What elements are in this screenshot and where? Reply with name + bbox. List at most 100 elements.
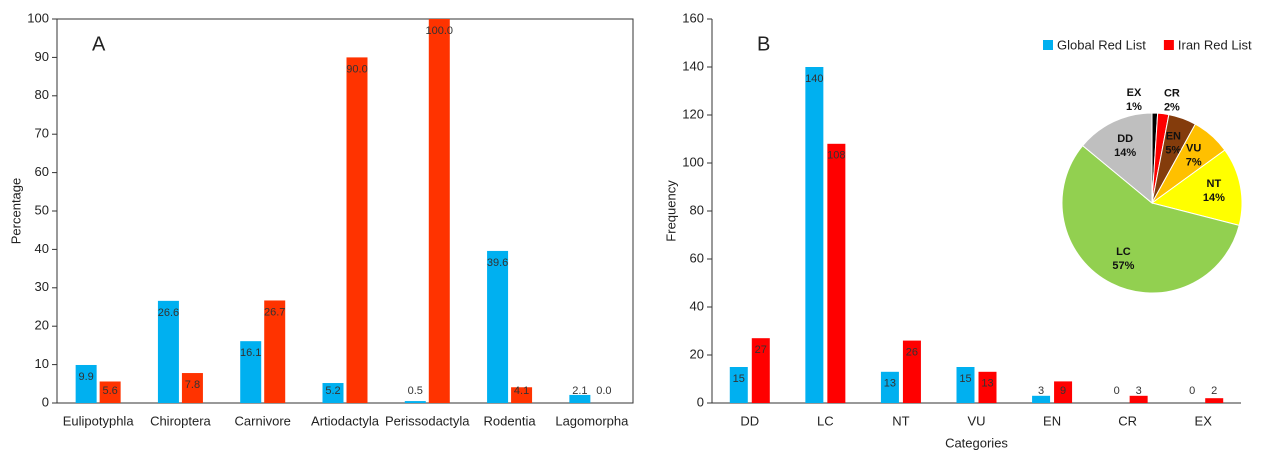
x-tick-label: EX <box>1195 413 1213 428</box>
value-label: 2 <box>1211 385 1217 397</box>
value-label: 140 <box>805 73 823 85</box>
value-label: 39.6 <box>487 257 508 269</box>
y-tick-label: 10 <box>35 356 49 371</box>
pie-value: 7% <box>1186 157 1202 169</box>
plot-frame <box>56 18 634 404</box>
x-tick-label: LC <box>817 413 834 428</box>
bar <box>322 383 344 403</box>
y-tick-label: 160 <box>682 10 704 25</box>
legend-swatch <box>1163 40 1174 50</box>
pie-value: 2% <box>1164 101 1180 113</box>
bar <box>346 57 368 404</box>
y-tick-label: 70 <box>35 126 49 141</box>
y-tick-label: 20 <box>690 346 704 361</box>
value-label: 2.1 <box>572 385 587 397</box>
pie-value: 14% <box>1203 192 1225 204</box>
panel-label: B <box>757 33 770 55</box>
value-label: 26.7 <box>264 306 285 318</box>
bar <box>264 300 286 403</box>
pie-label: EN 5% <box>1165 131 1181 157</box>
value-label: 3 <box>1038 385 1044 397</box>
bar <box>956 367 975 403</box>
y-tick-label: 60 <box>690 250 704 265</box>
x-tick-label: CR <box>1118 413 1137 428</box>
value-label: 15 <box>959 373 971 385</box>
bar <box>902 340 921 403</box>
value-label: 7.8 <box>185 379 200 391</box>
x-tick-label: NT <box>892 413 909 428</box>
value-label: 0.0 <box>596 385 611 397</box>
value-label: 15 <box>733 373 745 385</box>
bar <box>240 341 262 403</box>
value-label: 0 <box>1189 385 1195 397</box>
value-label: 5.2 <box>325 385 340 397</box>
pie-category: CR <box>1164 87 1180 99</box>
y-tick-label: 0 <box>42 394 49 409</box>
y-tick-label: 100 <box>27 10 49 25</box>
pie-category: DD <box>1117 133 1133 145</box>
y-tick-label: 140 <box>682 58 704 73</box>
pie-value: 5% <box>1165 145 1181 157</box>
y-axis-label: Frequency <box>663 180 678 242</box>
bar <box>75 364 97 403</box>
bar <box>511 387 533 403</box>
bar <box>1205 398 1224 403</box>
x-tick-label: Lagomorpha <box>555 413 629 428</box>
y-tick-label: 100 <box>682 154 704 169</box>
value-label: 4.1 <box>514 385 529 397</box>
y-tick-label: 20 <box>35 318 49 333</box>
pie-category: LC <box>1116 246 1131 258</box>
pie-label: LC 57% <box>1112 246 1134 272</box>
pie-category: VU <box>1186 143 1201 155</box>
value-label: 9 <box>1060 385 1066 397</box>
pie-label: VU 7% <box>1186 143 1202 169</box>
bar <box>729 367 748 403</box>
x-tick-label: Artiodactyla <box>311 413 380 428</box>
x-tick-label: Perissodactyla <box>385 413 470 428</box>
value-label: 26 <box>906 347 918 359</box>
bar <box>1054 381 1073 403</box>
pie-label: NT 14% <box>1203 178 1225 204</box>
y-tick-label: 120 <box>682 106 704 121</box>
pie-category: EN <box>1166 131 1181 143</box>
x-tick-label: DD <box>740 413 759 428</box>
pie-value: 14% <box>1114 147 1136 159</box>
bar <box>978 371 997 403</box>
x-tick-label: EN <box>1043 413 1061 428</box>
y-tick-label: 0 <box>697 394 704 409</box>
y-axis-label: Percentage <box>8 178 23 245</box>
pie-slice <box>1150 149 1243 226</box>
value-label: 0.5 <box>408 385 423 397</box>
value-label: 13 <box>884 378 896 390</box>
y-tick-label: 40 <box>690 298 704 313</box>
pie-label: CR 2% <box>1164 87 1180 113</box>
x-tick-label: Chiroptera <box>150 413 211 428</box>
value-label: 100.0 <box>426 25 454 37</box>
bar <box>428 19 450 403</box>
value-label: 13 <box>981 378 993 390</box>
pie-category: EX <box>1127 87 1142 99</box>
bar <box>487 250 509 403</box>
bar <box>751 338 770 403</box>
bar <box>1129 395 1148 403</box>
value-label: 90.0 <box>346 63 367 75</box>
y-tick-label: 40 <box>35 241 49 256</box>
legend-swatch <box>1043 40 1053 50</box>
legend-label: Global Red List <box>1057 37 1146 52</box>
value-label: 26.6 <box>158 307 179 319</box>
pie-value: 57% <box>1112 260 1134 272</box>
pie-label: EX 1% <box>1126 87 1142 113</box>
x-tick-label: VU <box>967 413 985 428</box>
pie-slice <box>1081 112 1153 205</box>
value-label: 108 <box>827 150 845 162</box>
pie-label: DD 14% <box>1114 133 1136 159</box>
pie-slice <box>1061 144 1240 294</box>
y-tick-label: 60 <box>35 164 49 179</box>
bar <box>569 394 591 403</box>
value-label: 27 <box>755 344 767 356</box>
x-tick-label: Carnivore <box>235 413 291 428</box>
value-label: 0 <box>1114 385 1120 397</box>
y-tick-label: 90 <box>35 49 49 64</box>
y-tick-label: 30 <box>35 279 49 294</box>
